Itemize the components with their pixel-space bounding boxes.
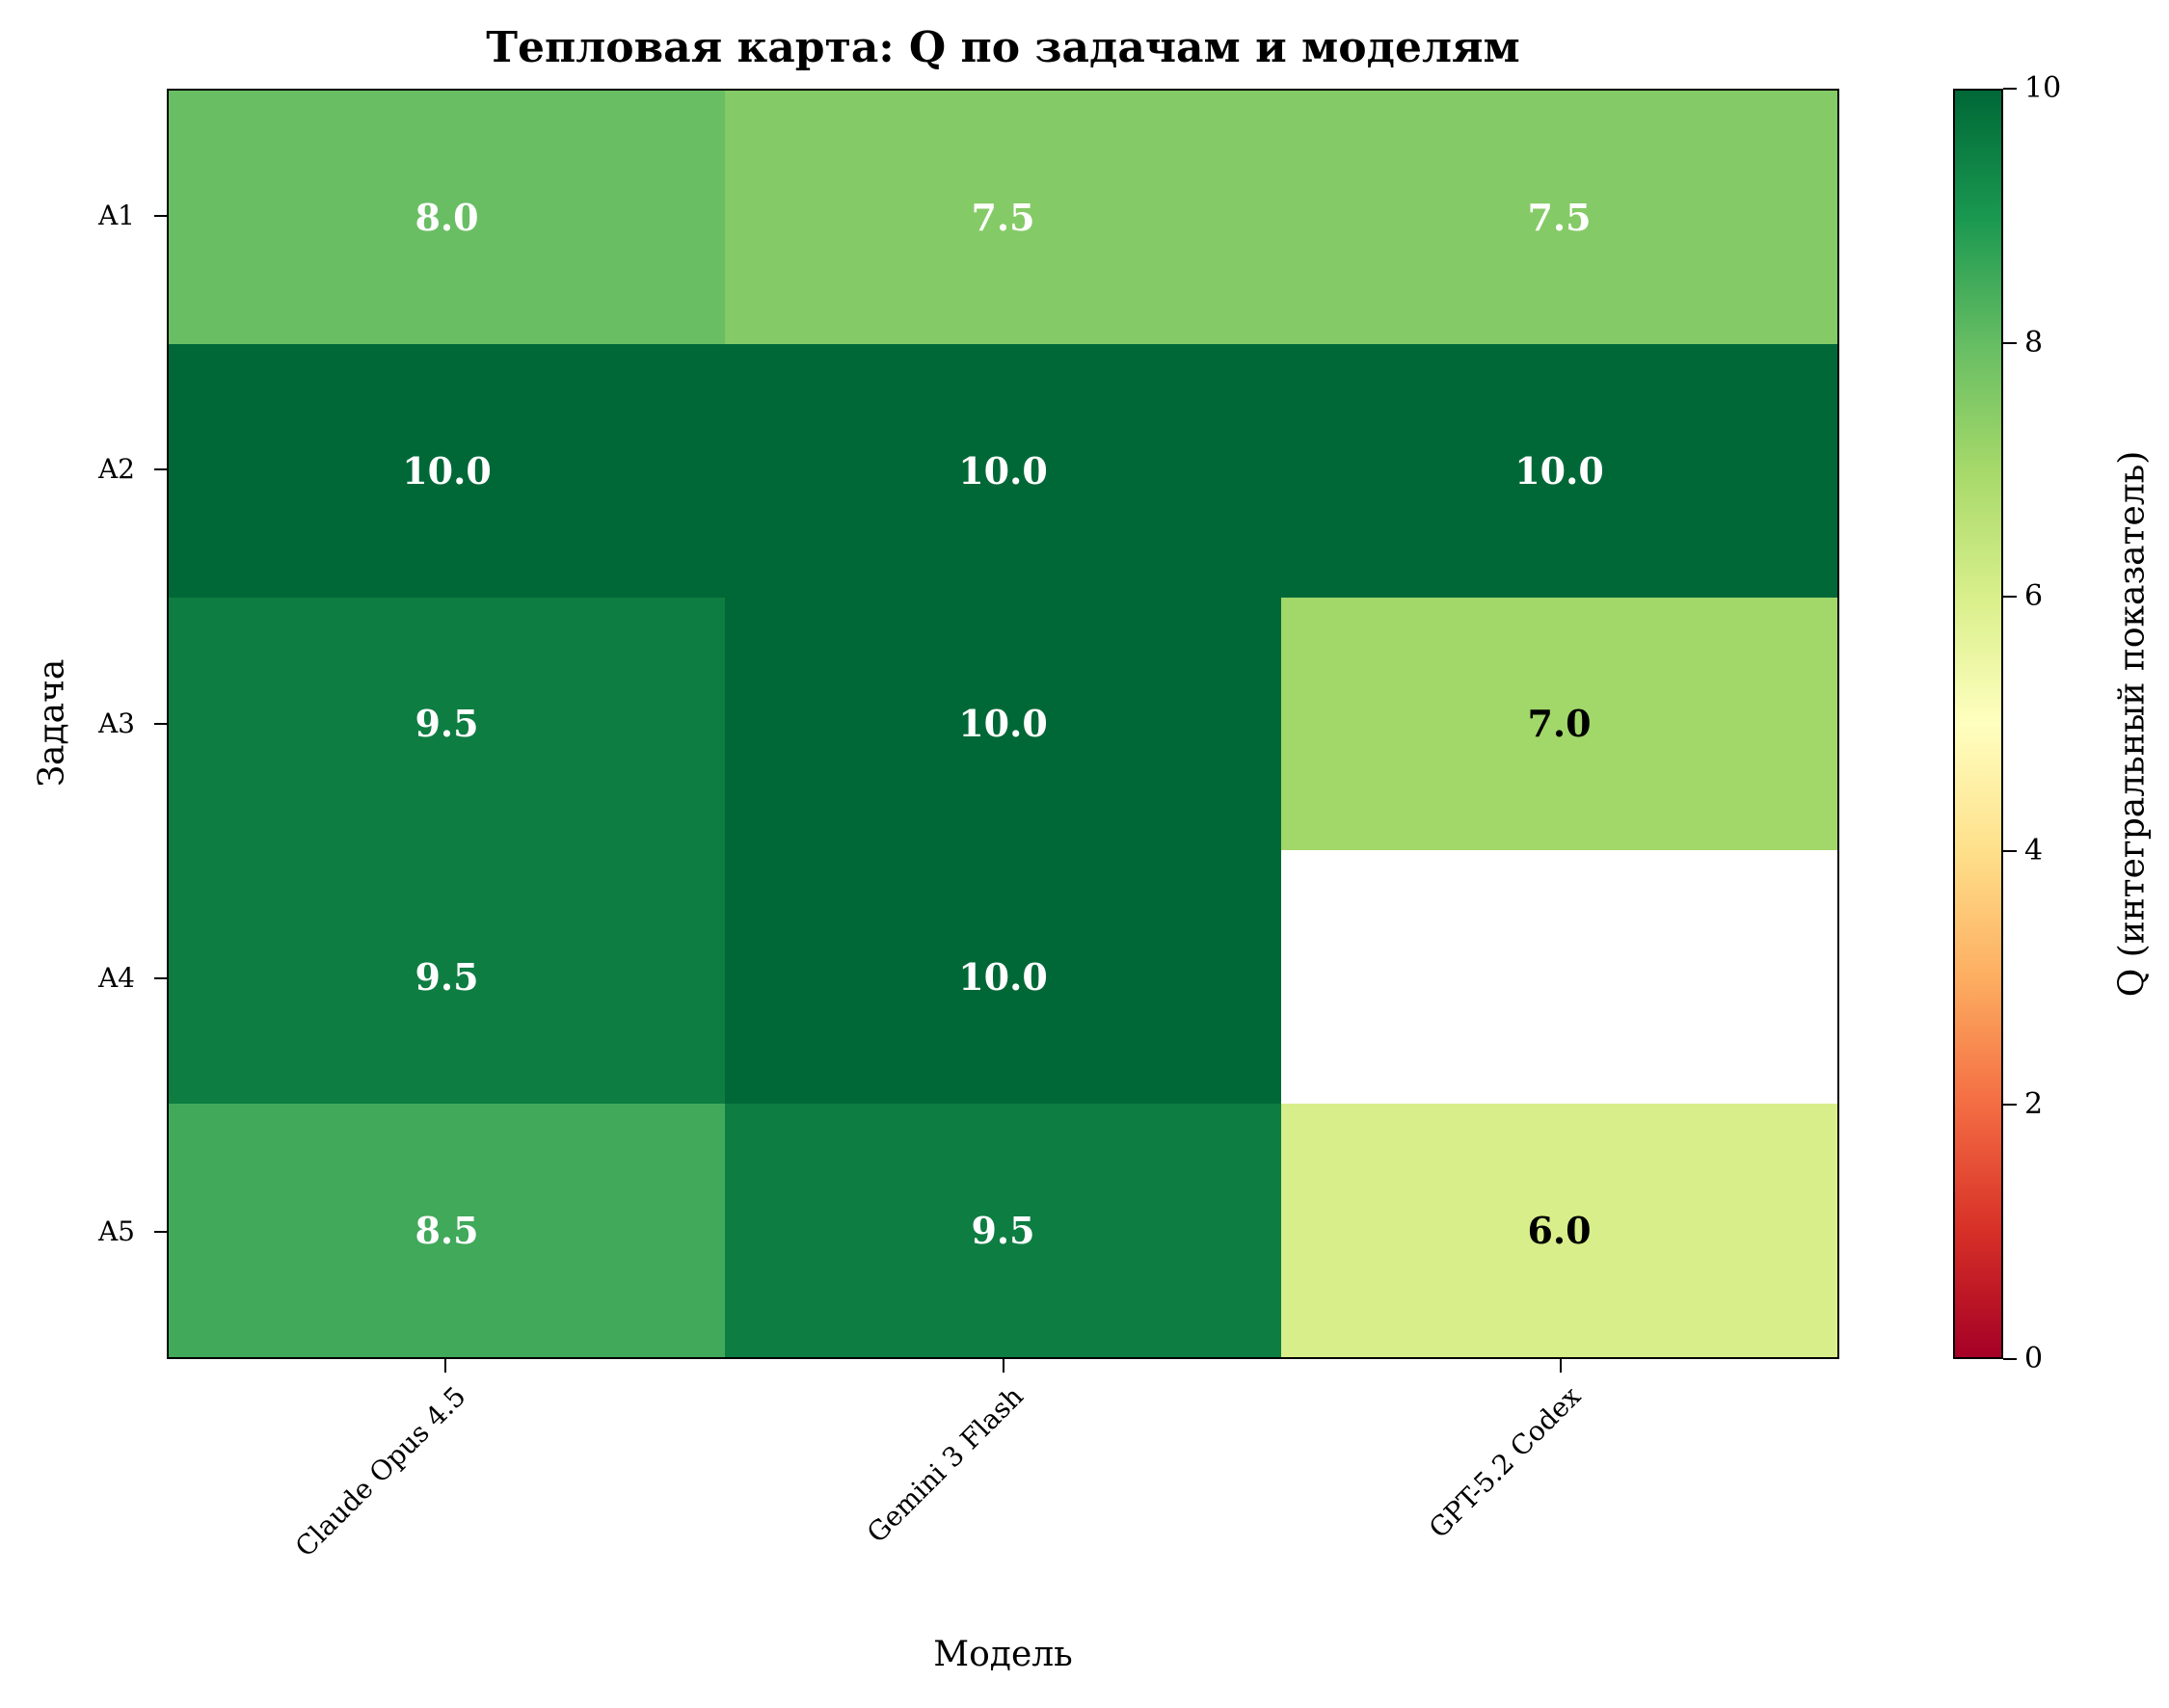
colorbar-tick-label: 8: [2024, 325, 2044, 360]
colorbar-tick-mark: [2003, 596, 2017, 599]
y-tick-mark: [154, 468, 167, 471]
y-tick-label: A4: [97, 961, 135, 994]
y-tick-label: A5: [97, 1215, 135, 1248]
colorbar: [1953, 89, 2003, 1359]
x-tick-mark: [444, 1359, 447, 1373]
x-tick-label: Claude Opus 4.5: [288, 1380, 472, 1563]
heatmap-cell: 9.5: [725, 1104, 1281, 1357]
y-tick-label: A3: [97, 707, 135, 739]
heatmap-cell: 10.0: [725, 597, 1281, 851]
y-tick-mark: [154, 976, 167, 979]
heatmap-cell: 10.0: [1281, 343, 1837, 598]
x-tick-label: Gemini 3 Flash: [860, 1380, 1030, 1550]
y-tick-label: A2: [97, 453, 135, 486]
heatmap-cell: 10.0: [169, 343, 725, 598]
x-tick-mark: [1559, 1359, 1562, 1373]
heatmap-grid: 8.0 7.5 7.5 10.0 10.0 10.0 9.5 10.0 7.0 9.5 10.0 8.…: [167, 89, 1839, 1359]
heatmap-cell: 6.0: [1281, 1104, 1837, 1357]
colorbar-tick-label: 10: [2024, 71, 2062, 105]
x-tick-mark: [1002, 1359, 1004, 1373]
heatmap-cell: 7.5: [725, 91, 1281, 344]
y-tick-mark: [154, 214, 167, 217]
colorbar-tick-mark: [2003, 849, 2017, 852]
colorbar-tick-mark: [2003, 341, 2017, 344]
heatmap-cell: 8.5: [169, 1104, 725, 1357]
heatmap-cell: 9.5: [169, 850, 725, 1105]
heatmap-cell: [1281, 850, 1837, 1105]
y-tick-mark: [154, 723, 167, 725]
heatmap-cell: 9.5: [169, 597, 725, 851]
chart-title: Тепловая карта: Q по задачам и моделям: [486, 23, 1520, 72]
colorbar-tick-label: 0: [2024, 1342, 2044, 1375]
heatmap-cell: 8.0: [169, 91, 725, 344]
heatmap-cell: 7.0: [1281, 597, 1837, 851]
colorbar-label: Q (интегральный показатель): [2112, 450, 2153, 998]
x-axis-label: Модель: [933, 1635, 1073, 1674]
colorbar-tick-mark: [2003, 88, 2017, 90]
colorbar-tick-label: 4: [2024, 833, 2044, 867]
heatmap-cell: 7.5: [1281, 91, 1837, 344]
y-axis-label: Задача: [32, 658, 72, 787]
y-tick-mark: [154, 1231, 167, 1234]
colorbar-tick-label: 2: [2024, 1087, 2044, 1122]
colorbar-tick-mark: [2003, 1358, 2017, 1360]
heatmap-cell: 10.0: [725, 850, 1281, 1105]
colorbar-tick-label: 6: [2024, 579, 2044, 614]
heatmap-cell: 10.0: [725, 343, 1281, 598]
x-tick-label: GPT-5.2 Codex: [1422, 1380, 1588, 1545]
colorbar-tick-mark: [2003, 1104, 2017, 1107]
y-tick-label: A1: [97, 199, 135, 231]
